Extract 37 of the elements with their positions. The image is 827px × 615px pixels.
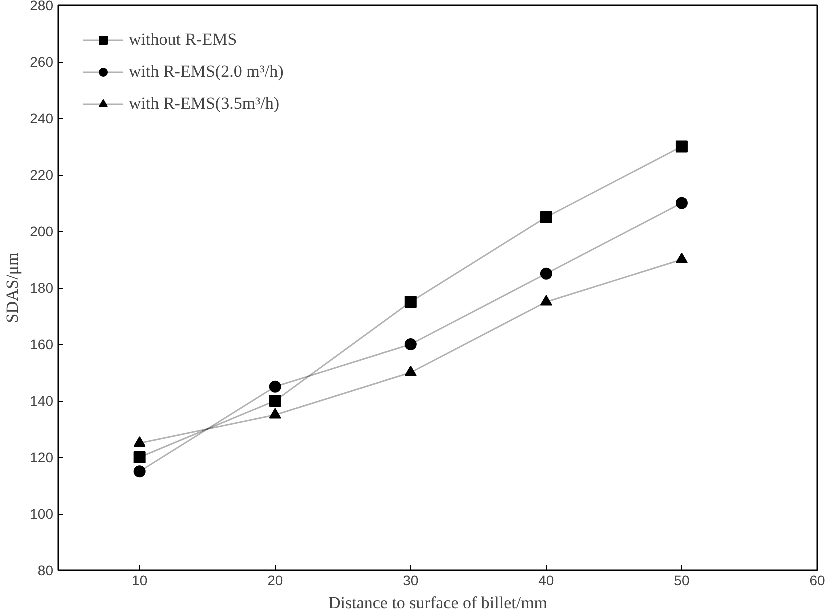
point (134, 452, 146, 464)
y-tick-label: 100 (30, 506, 54, 522)
y-tick-label: 120 (30, 450, 54, 466)
point (134, 466, 146, 478)
legend-label: with R-EMS(2.0 m³/h) (129, 62, 284, 82)
y-axis-title: SDAS/μm (3, 252, 22, 324)
y-tick-label: 220 (30, 167, 54, 183)
y-tick-label: 180 (30, 280, 54, 296)
point (540, 211, 552, 224)
legend-label: without R-EMS (129, 30, 238, 50)
point (676, 140, 688, 153)
point (134, 436, 146, 448)
x-tick-label: 10 (132, 572, 148, 588)
point (540, 268, 552, 280)
y-tick-label: 80 (38, 562, 54, 578)
x-tick-label: 30 (403, 572, 419, 588)
y-tick-label: 280 (30, 0, 54, 14)
y-tick-label: 160 (30, 336, 54, 352)
x-tick-label: 40 (538, 572, 554, 588)
x-tick-label: 20 (268, 572, 284, 588)
point (676, 197, 688, 210)
x-tick-label: 60 (810, 572, 826, 588)
point (404, 366, 417, 376)
point (540, 295, 552, 306)
point (404, 296, 417, 308)
y-tick-label: 240 (30, 110, 54, 126)
point (269, 395, 282, 407)
point (269, 408, 282, 419)
legend-label: with R-EMS(3.5m³/h) (129, 94, 280, 114)
x-axis-title: Distance to surface of billet/mm (328, 594, 548, 612)
x-tick-label: 50 (674, 572, 690, 588)
y-tick-label: 140 (30, 393, 54, 409)
y-tick-label: 260 (30, 54, 54, 70)
point (676, 252, 688, 264)
point (269, 380, 282, 393)
point (404, 338, 417, 350)
y-tick-label: 200 (30, 224, 54, 240)
